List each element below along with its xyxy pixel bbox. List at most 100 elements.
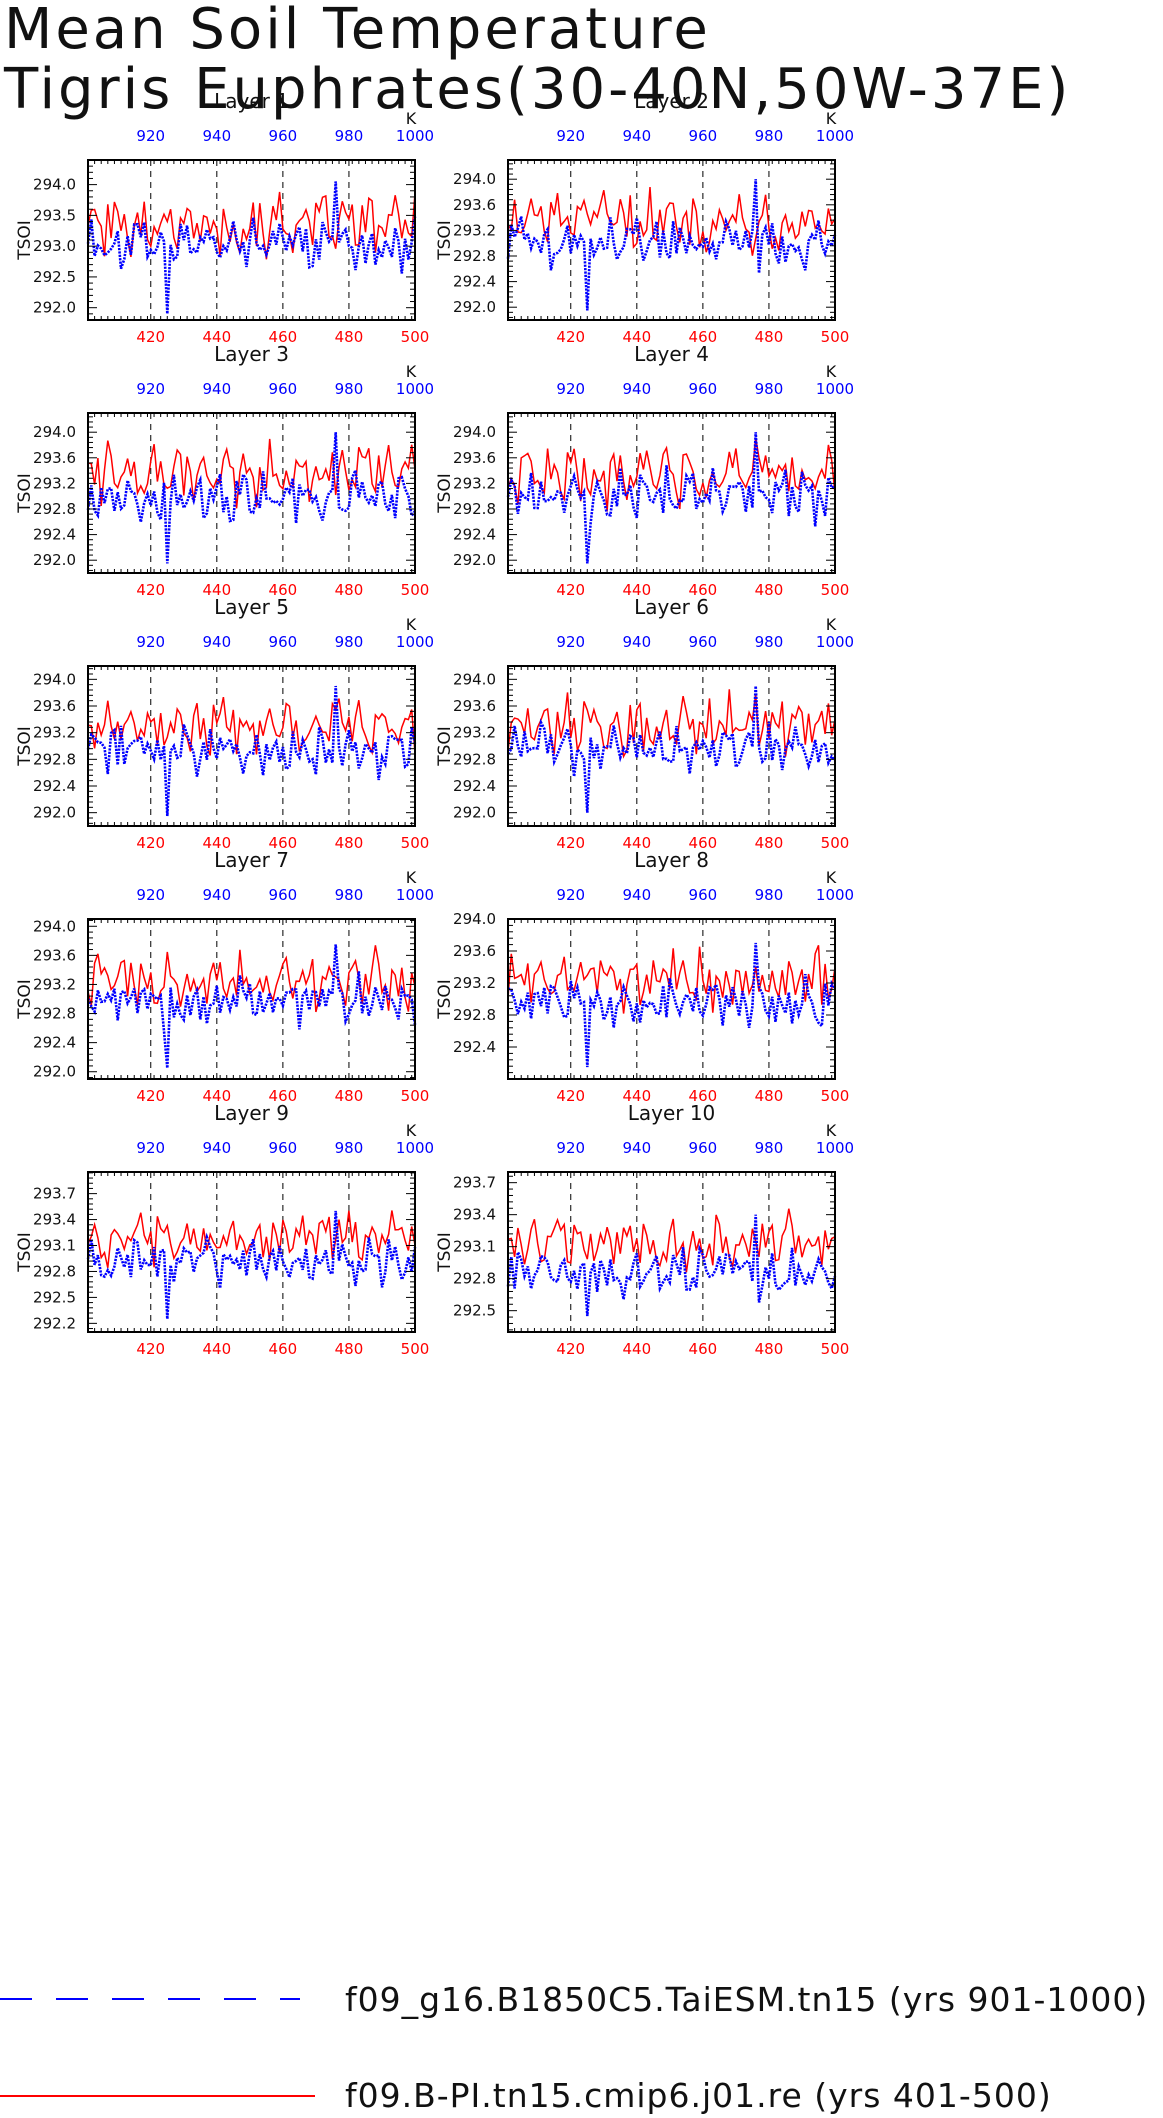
x-top-unit: K: [826, 868, 837, 887]
x-bottom-tick-label: 500: [821, 328, 850, 346]
y-tick-label: 292.0: [33, 299, 76, 317]
series-blue-line: [506, 685, 837, 813]
y-tick-label: 292.0: [453, 804, 496, 822]
x-bottom-tick-label: 460: [689, 834, 718, 852]
y-axis-label: TSOI: [435, 473, 455, 514]
x-bottom-tick-label: 440: [202, 1087, 231, 1105]
x-bottom-tick-label: 440: [622, 834, 651, 852]
panel-title: Layer 2: [634, 89, 709, 113]
x-top-tick-label: 940: [622, 886, 651, 904]
y-axis-label: TSOI: [435, 1232, 455, 1273]
plot-frame: [507, 159, 836, 321]
x-top-tick-label: 960: [269, 633, 298, 651]
series-red-line: [87, 696, 416, 756]
x-top-tick-label: 960: [269, 886, 298, 904]
y-tick-label: 293.4: [33, 1211, 76, 1229]
x-top-tick-label: 980: [335, 633, 364, 651]
y-tick-label: 293.2: [33, 724, 76, 742]
panel-title: Layer 1: [214, 89, 289, 113]
y-tick-label: 292.0: [453, 551, 496, 569]
x-top-tick-label: 980: [335, 1139, 364, 1157]
y-tick-label: 292.4: [453, 273, 496, 291]
x-bottom-tick-label: 440: [202, 1340, 231, 1358]
x-bottom-tick-label: 420: [136, 1340, 165, 1358]
x-bottom-tick-label: 440: [622, 1087, 651, 1105]
panel-title: Layer 4: [634, 342, 709, 366]
series-red-line: [507, 187, 836, 256]
y-tick-label: 292.4: [33, 777, 76, 795]
x-top-tick-label: 1000: [816, 127, 854, 145]
chart-title-line-2: Tigris Euphrates(30-40N,50W-37E): [4, 57, 1072, 122]
series-red-line: [87, 191, 416, 260]
x-top-tick-label: 980: [755, 886, 784, 904]
y-tick-label: 294.0: [453, 170, 496, 188]
x-bottom-tick-label: 480: [335, 328, 364, 346]
y-tick-label: 292.4: [453, 526, 496, 544]
x-bottom-tick-label: 420: [556, 1087, 585, 1105]
y-tick-label: 293.6: [33, 449, 76, 467]
x-bottom-tick-label: 440: [622, 581, 651, 599]
y-tick-label: 294.0: [453, 670, 496, 688]
legend-line-blue: [0, 1998, 300, 2000]
x-top-tick-label: 920: [556, 127, 585, 145]
panel-layer-10: Layer 10 420 440 460 480 500 920 940 960 980 1000K…: [435, 1101, 854, 1358]
plot-frame: [507, 1171, 836, 1333]
y-tick-label: 292.0: [33, 551, 76, 569]
y-tick-label: 293.2: [453, 974, 496, 992]
x-top-tick-label: 940: [622, 127, 651, 145]
x-top-unit: K: [406, 615, 417, 634]
y-tick-label: 293.1: [33, 1237, 76, 1255]
y-tick-label: 292.8: [453, 1006, 496, 1024]
y-axis-label: TSOI: [435, 726, 455, 767]
x-bottom-tick-label: 420: [556, 328, 585, 346]
y-tick-label: 293.6: [33, 946, 76, 964]
plot-frame: [87, 1171, 416, 1333]
x-top-tick-label: 980: [335, 127, 364, 145]
y-axis-label: TSOI: [15, 220, 35, 261]
plot-frame: [87, 412, 416, 574]
y-tick-label: 293.4: [453, 1206, 496, 1224]
x-bottom-tick-label: 420: [136, 328, 165, 346]
x-bottom-tick-label: 480: [335, 1340, 364, 1358]
series-blue-line: [86, 1210, 417, 1320]
x-bottom-tick-label: 500: [401, 834, 430, 852]
plot-frame: [507, 412, 836, 574]
x-top-tick-label: 920: [136, 1139, 165, 1157]
x-top-tick-label: 920: [556, 1139, 585, 1157]
x-bottom-tick-label: 500: [401, 328, 430, 346]
panel-title: Layer 6: [634, 595, 709, 619]
x-bottom-tick-label: 500: [821, 1087, 850, 1105]
x-bottom-tick-label: 440: [202, 834, 231, 852]
series-red-line: [507, 689, 836, 759]
legend: f09_g16.B1850C5.TaiESM.tn15 (yrs 901-100…: [0, 1950, 1163, 2118]
x-top-unit: K: [406, 362, 417, 381]
y-axis-label: TSOI: [435, 979, 455, 1020]
y-tick-label: 293.6: [453, 196, 496, 214]
x-top-unit: K: [826, 362, 837, 381]
legend-line-red: [0, 2095, 315, 2097]
x-top-tick-label: 960: [689, 886, 718, 904]
y-tick-label: 292.8: [453, 500, 496, 518]
x-top-tick-label: 980: [755, 633, 784, 651]
x-top-unit: K: [406, 1121, 417, 1140]
x-bottom-tick-label: 500: [821, 581, 850, 599]
x-top-tick-label: 1000: [816, 380, 854, 398]
y-axis-label: TSOI: [435, 220, 455, 261]
x-bottom-tick-label: 440: [622, 1340, 651, 1358]
x-bottom-tick-label: 460: [689, 1087, 718, 1105]
x-bottom-tick-label: 480: [335, 1087, 364, 1105]
y-tick-label: 293.2: [33, 975, 76, 993]
x-top-tick-label: 980: [755, 380, 784, 398]
x-top-tick-label: 980: [755, 1139, 784, 1157]
y-tick-label: 292.0: [33, 1063, 76, 1081]
y-axis-label: TSOI: [15, 979, 35, 1020]
x-top-tick-label: 1000: [396, 886, 434, 904]
y-tick-label: 293.5: [33, 206, 76, 224]
x-bottom-tick-label: 480: [755, 328, 784, 346]
series-blue-line: [86, 432, 417, 564]
x-top-tick-label: 920: [136, 886, 165, 904]
series-red-line: [87, 438, 416, 509]
